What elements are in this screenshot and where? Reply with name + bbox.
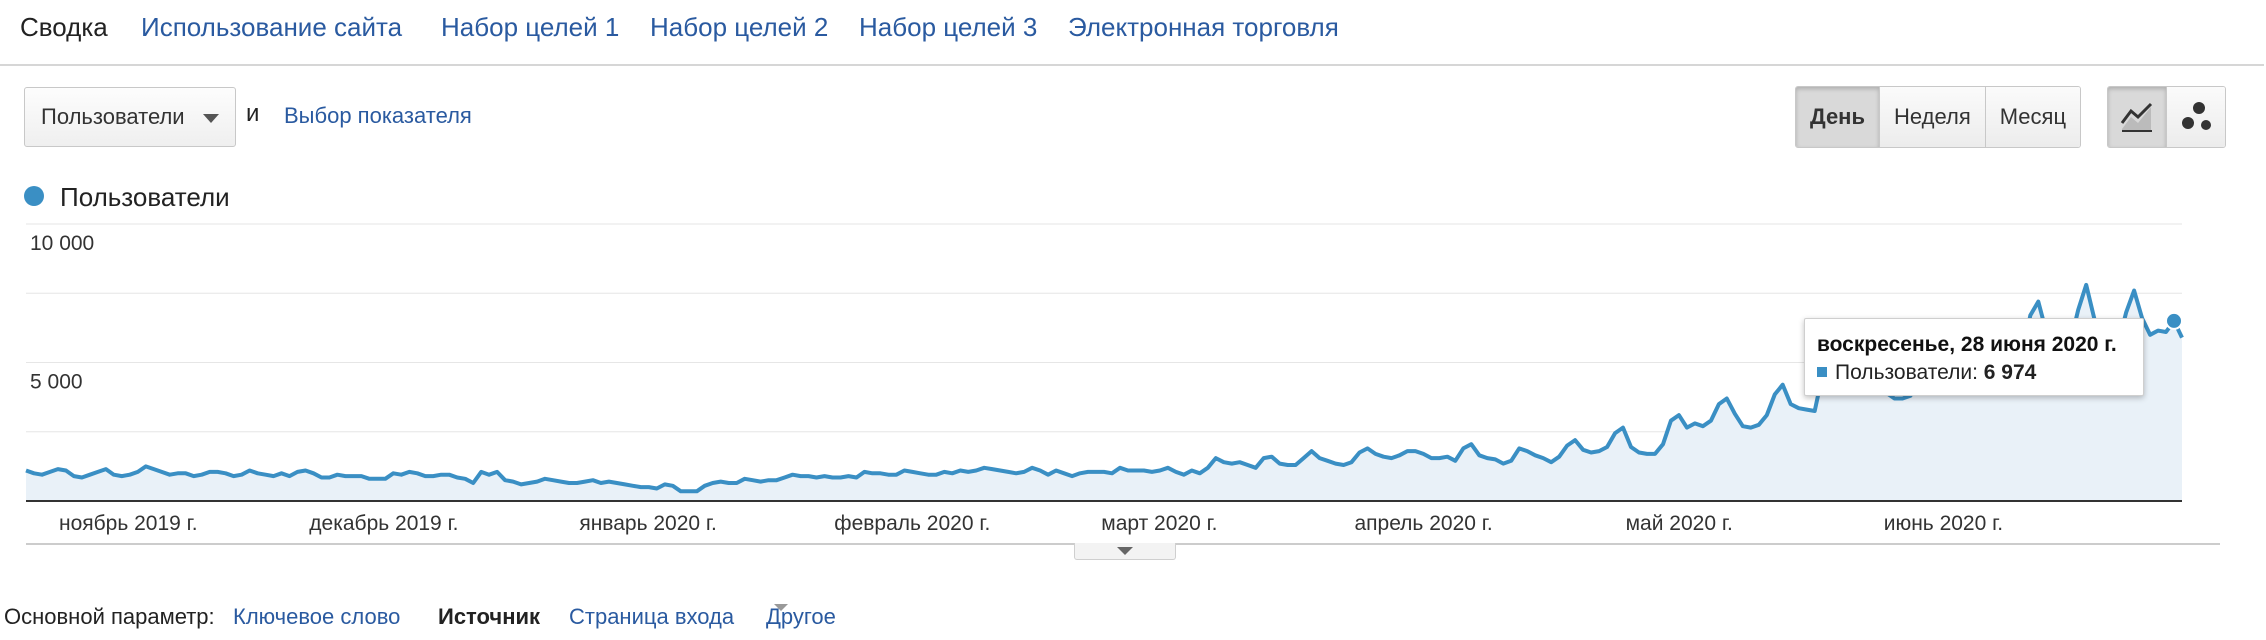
tooltip-series-marker [1817, 367, 1827, 377]
series-legend-label: Пользователи [60, 182, 230, 212]
chevron-down-icon [1117, 547, 1133, 555]
and-label: и [246, 100, 260, 127]
motion-chart-view-button[interactable] [2166, 87, 2225, 147]
period-week-button[interactable]: Неделя [1880, 87, 1986, 147]
tab-site-usage[interactable]: Использование сайта [141, 12, 403, 42]
motion-chart-icon [2182, 102, 2211, 130]
tab-ecommerce[interactable]: Электронная торговля [1068, 12, 1339, 42]
y-tick-label: 5 000 [30, 371, 83, 394]
tooltip-metric: Пользователи: 6 974 [1835, 361, 2036, 385]
chart-collapse-handle[interactable] [1074, 543, 1176, 560]
x-tick-label: январь 2020 г. [579, 512, 717, 535]
select-metric-link[interactable]: Выбор показателя [284, 103, 472, 128]
chart-view-switcher [2107, 86, 2226, 148]
tab-goal-set-3[interactable]: Набор целей 3 [859, 12, 1038, 42]
line-chart-view-button[interactable] [2108, 87, 2166, 147]
tab-goal-set-2[interactable]: Набор целей 2 [650, 12, 829, 42]
hover-point [2165, 311, 2183, 330]
chart-tooltip: воскресенье, 28 июня 2020 г. Пользовател… [1804, 318, 2144, 396]
series-area [26, 284, 2182, 501]
dimension-landing-page-link[interactable]: Страница входа [569, 604, 735, 629]
tooltip-value: 6 974 [1983, 361, 2037, 384]
chevron-down-icon [774, 604, 788, 611]
tab-summary[interactable]: Сводка [20, 12, 108, 42]
primary-dimension-label: Основной параметр: [4, 604, 215, 629]
x-tick-label: декабрь 2019 г. [309, 512, 458, 535]
metric-dropdown[interactable]: Пользователи [24, 87, 236, 147]
x-tick-label: июнь 2020 г. [1884, 512, 2003, 535]
primary-dimension-bar: Основной параметр: Ключевое слово Источн… [0, 604, 2266, 634]
metric-dropdown-label: Пользователи [41, 104, 185, 129]
report-tabs: Сводка Использование сайта Набор целей 1… [0, 0, 2264, 66]
tab-goal-set-1[interactable]: Набор целей 1 [441, 12, 620, 42]
chevron-down-icon [203, 114, 219, 123]
x-tick-label: ноябрь 2019 г. [59, 512, 198, 535]
x-tick-label: май 2020 г. [1626, 512, 1733, 535]
period-switcher: День Неделя Месяц [1795, 86, 2082, 148]
line-chart-icon [2120, 102, 2153, 132]
x-tick-label: апрель 2020 г. [1354, 512, 1492, 535]
x-tick-label: март 2020 г. [1101, 512, 1217, 535]
dimension-source-active: Источник [438, 604, 541, 629]
dimension-keyword-link[interactable]: Ключевое слово [233, 604, 401, 629]
series-legend-dot [24, 186, 44, 206]
tooltip-date: воскресенье, 28 июня 2020 г. [1817, 333, 2117, 356]
y-tick-label: 10 000 [30, 232, 94, 255]
period-day-button[interactable]: День [1796, 87, 1880, 147]
x-tick-label: февраль 2020 г. [834, 512, 990, 535]
period-month-button[interactable]: Месяц [1985, 87, 2081, 147]
tooltip-metric-name: Пользователи: [1835, 361, 1978, 384]
